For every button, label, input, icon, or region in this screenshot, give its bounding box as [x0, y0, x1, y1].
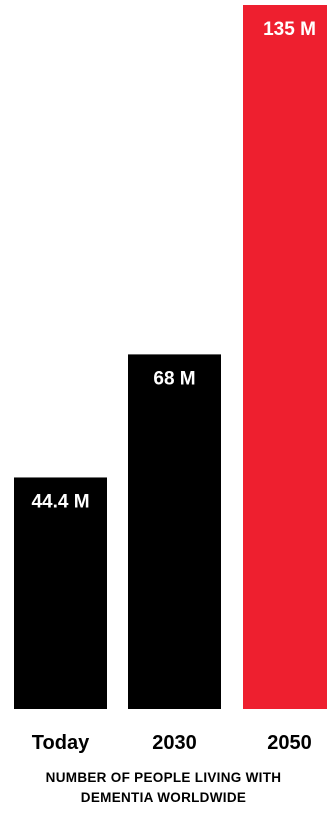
- category-label-today: Today: [32, 732, 90, 754]
- caption-line-2: DEMENTIA WORLDWIDE: [80, 790, 247, 805]
- value-label-2030: 68 M: [153, 368, 195, 389]
- value-label-today: 44.4 M: [31, 491, 89, 512]
- caption-line-1: NUMBER OF PEOPLE LIVING WITH: [45, 770, 282, 785]
- bar-2030: [128, 354, 221, 709]
- bar-today: [14, 477, 107, 709]
- category-label-2050: 2050: [267, 732, 312, 754]
- chart-caption: NUMBER OF PEOPLE LIVING WITH DEMENTIA WO…: [0, 768, 327, 808]
- value-label-2050: 135 M: [263, 19, 316, 40]
- category-label-2030: 2030: [152, 732, 197, 754]
- bar-2050: [243, 5, 327, 709]
